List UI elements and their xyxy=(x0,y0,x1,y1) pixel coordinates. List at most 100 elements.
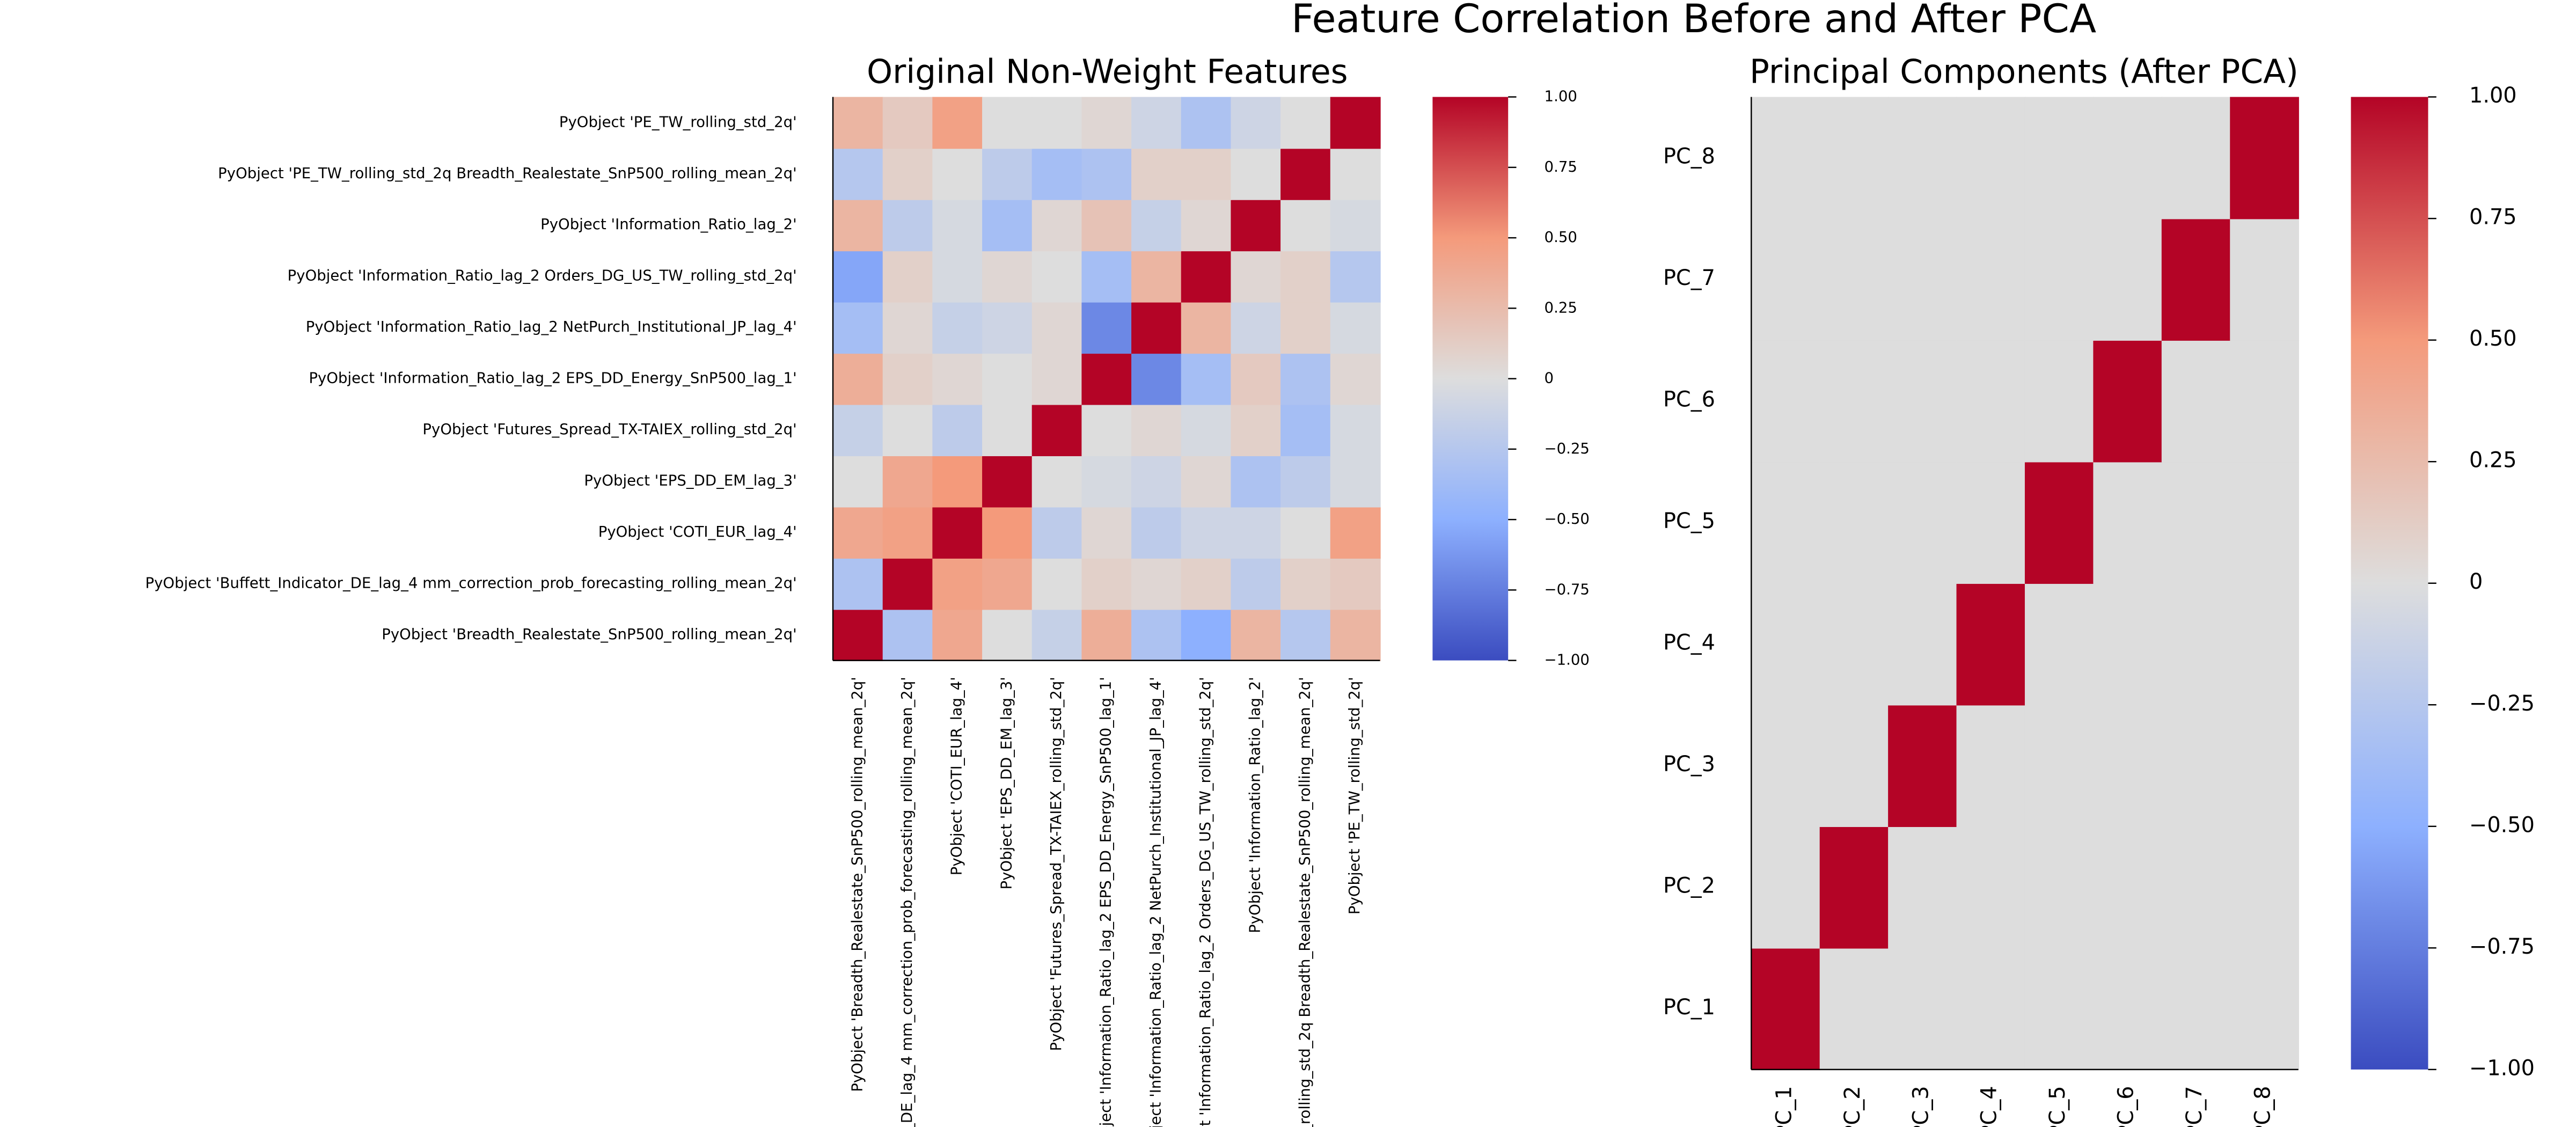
heatmap-cell xyxy=(1888,583,1957,706)
colorbar-tick-label: −0.25 xyxy=(2469,691,2535,716)
heatmap-cell xyxy=(1081,302,1132,354)
heatmap-cell xyxy=(882,250,933,303)
heatmap-cell xyxy=(833,353,883,405)
heatmap-cell xyxy=(2230,705,2299,828)
heatmap-cell xyxy=(2161,705,2231,828)
heatmap-cell xyxy=(932,507,983,559)
heatmap-cell xyxy=(882,609,933,661)
x-tick-label: PyObject 'Breadth_Realestate_SnP500_roll… xyxy=(848,677,866,1092)
heatmap-cell xyxy=(2230,462,2299,584)
heatmap-cell xyxy=(1081,353,1132,405)
colorbar-tick-label: −1.00 xyxy=(2469,1056,2535,1080)
x-tick-label: PyObject 'COTI_EUR_lag_4' xyxy=(948,677,965,875)
heatmap-cell xyxy=(1330,404,1381,457)
heatmap-cell xyxy=(882,353,933,405)
heatmap-cell xyxy=(2230,826,2299,949)
heatmap-cell xyxy=(1031,250,1082,303)
heatmap-cell xyxy=(1751,462,1820,584)
heatmap-cell xyxy=(833,507,883,559)
heatmap-cell xyxy=(833,558,883,610)
y-tick-label: PyObject 'Breadth_Realestate_SnP500_roll… xyxy=(382,626,796,643)
colorbar-tick-label: 0.50 xyxy=(1545,229,1577,246)
heatmap-cell xyxy=(833,148,883,200)
heatmap-cell xyxy=(2230,218,2299,341)
y-tick-label: PyObject 'COTI_EUR_lag_4' xyxy=(598,523,797,540)
y-tick-label: PyObject 'PE_TW_rolling_std_2q' xyxy=(559,113,797,130)
heatmap-cell xyxy=(1280,558,1331,610)
heatmap-cell xyxy=(1131,609,1182,661)
heatmap-cell xyxy=(1819,583,1889,706)
heatmap-cell xyxy=(2024,218,2094,341)
heatmap-cell xyxy=(1031,455,1082,508)
colorbar xyxy=(2351,97,2428,1070)
heatmap-cell xyxy=(833,302,883,354)
heatmap-cell xyxy=(1181,404,1232,457)
heatmap-cell xyxy=(1751,218,1820,341)
heatmap-cell xyxy=(1181,455,1232,508)
y-tick-label: PC_6 xyxy=(1663,387,1715,412)
heatmap-cell xyxy=(2161,340,2231,463)
heatmap-cell xyxy=(1888,826,1957,949)
colorbar-tick-label: 0.25 xyxy=(1545,299,1577,316)
heatmap-cell xyxy=(1330,302,1381,354)
heatmap-cell xyxy=(1231,507,1282,559)
x-tick-label: PyObject 'Information_Ratio_lag_2 EPS_DD… xyxy=(1097,677,1115,1127)
chart-title: Original Non-Weight Features xyxy=(867,53,1348,91)
heatmap-cell xyxy=(1081,404,1132,457)
y-tick-label: PyObject 'Information_Ratio_lag_2 Orders… xyxy=(288,267,797,284)
heatmap-cell xyxy=(982,148,1033,200)
heatmap-cell xyxy=(1956,218,2026,341)
heatmap-cell xyxy=(1181,609,1232,661)
heatmap-cell xyxy=(882,302,933,354)
heatmap-cell xyxy=(1131,148,1182,200)
heatmap-cell xyxy=(1888,340,1957,463)
x-tick-label: PC_1 xyxy=(1772,1086,1796,1127)
heatmap-cell xyxy=(1330,353,1381,405)
heatmap-cell xyxy=(932,148,983,200)
heatmap-cell xyxy=(2230,340,2299,463)
heatmap-cell xyxy=(2024,462,2094,584)
heatmap-cell xyxy=(1131,507,1182,559)
x-tick-label: PC_6 xyxy=(2114,1086,2139,1127)
heatmap-cell xyxy=(982,507,1033,559)
x-tick-label: PC_8 xyxy=(2250,1086,2275,1127)
heatmap-cell xyxy=(882,404,933,457)
heatmap-cell xyxy=(1231,302,1282,354)
heatmap-cell xyxy=(2230,97,2299,219)
y-tick-label: PC_7 xyxy=(1663,266,1715,290)
heatmap-cell xyxy=(1888,97,1957,219)
colorbar xyxy=(1432,97,1509,661)
figure-title: Feature Correlation Before and After PCA xyxy=(1291,0,2096,42)
heatmap-cell xyxy=(1081,507,1132,559)
y-tick-label: PyObject 'EPS_DD_EM_lag_3' xyxy=(584,472,796,489)
heatmap-cell xyxy=(1330,199,1381,252)
heatmap-cell xyxy=(1280,353,1331,405)
heatmap-cell xyxy=(1819,218,1889,341)
x-tick-label: PC_7 xyxy=(2182,1086,2207,1127)
heatmap-cell xyxy=(2093,948,2163,1071)
heatmap-cell xyxy=(1031,507,1082,559)
colorbar-tick-label: −0.50 xyxy=(1545,510,1590,528)
heatmap-cell xyxy=(1131,404,1182,457)
heatmap-cell xyxy=(1330,97,1381,149)
colorbar-tick-label: −0.50 xyxy=(2469,813,2535,837)
x-tick-label: PyObject 'EPS_DD_EM_lag_3' xyxy=(998,677,1015,889)
heatmap-cell xyxy=(1181,353,1232,405)
heatmap-cell xyxy=(1956,948,2026,1071)
heatmap-cell xyxy=(1956,340,2026,463)
colorbar-tick-label: 0.25 xyxy=(2469,448,2517,473)
heatmap-cell xyxy=(1888,705,1957,828)
heatmap-cell xyxy=(982,455,1033,508)
heatmap-cell xyxy=(2093,705,2163,828)
heatmap-cell xyxy=(1280,507,1331,559)
heatmap-cell xyxy=(2024,583,2094,706)
colorbar-tick-label: 1.00 xyxy=(1545,88,1577,105)
y-tick-label: PyObject 'Information_Ratio_lag_2 NetPur… xyxy=(306,318,797,335)
heatmap-cell xyxy=(1280,404,1331,457)
heatmap-cell xyxy=(1231,148,1282,200)
heatmap-cell xyxy=(1031,148,1082,200)
heatmap-cell xyxy=(2161,462,2231,584)
heatmap-cell xyxy=(932,455,983,508)
y-tick-label: PC_4 xyxy=(1663,631,1715,655)
